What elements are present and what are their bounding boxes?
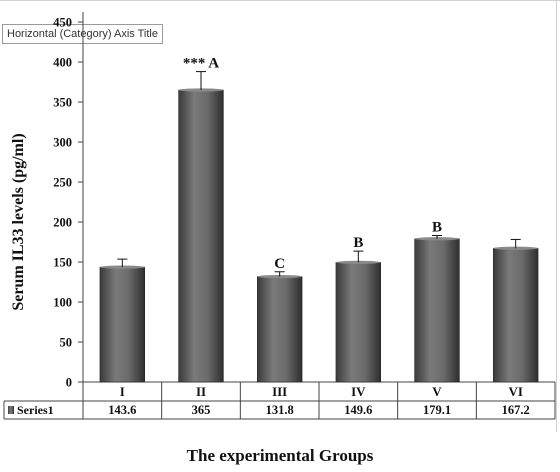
- significance-label: B: [432, 220, 442, 236]
- data-table-value: 131.8: [266, 403, 294, 417]
- x-category-label[interactable]: IV: [351, 384, 366, 399]
- y-tick-label[interactable]: 250: [53, 176, 72, 190]
- data-table-value: 365: [192, 403, 211, 417]
- significance-label: C: [274, 256, 285, 272]
- y-tick-label[interactable]: 200: [53, 216, 72, 230]
- x-category-label[interactable]: V: [432, 384, 442, 399]
- y-tick-label[interactable]: 350: [53, 96, 72, 110]
- bar[interactable]: [414, 238, 460, 383]
- legend-label[interactable]: Series1: [17, 403, 54, 417]
- x-axis-title[interactable]: The experimental Groups: [186, 446, 374, 465]
- x-category-label[interactable]: I: [120, 384, 125, 399]
- data-table-value: 149.6: [344, 403, 372, 417]
- x-category-label[interactable]: VI: [508, 384, 522, 399]
- data-table-value: 167.2: [502, 403, 530, 417]
- y-tick-label[interactable]: 0: [66, 376, 72, 390]
- y-tick-label[interactable]: 50: [60, 336, 73, 350]
- y-tick-label[interactable]: 400: [53, 56, 72, 70]
- bar[interactable]: [335, 262, 382, 383]
- y-tick-label[interactable]: 450: [53, 16, 72, 30]
- bar[interactable]: [256, 276, 303, 383]
- bar[interactable]: [178, 89, 224, 383]
- y-tick-label[interactable]: 150: [53, 256, 72, 270]
- significance-label: B: [353, 235, 363, 251]
- data-table-value: 179.1: [423, 403, 451, 417]
- y-tick-label[interactable]: 100: [53, 296, 72, 310]
- bar[interactable]: [492, 247, 539, 383]
- x-category-label[interactable]: III: [272, 384, 287, 399]
- significance-label: *** A: [183, 56, 219, 72]
- bar[interactable]: [99, 266, 146, 383]
- data-table-value: 143.6: [108, 403, 136, 417]
- legend-swatch: [8, 406, 14, 414]
- x-category-label[interactable]: II: [196, 384, 206, 399]
- y-tick-label[interactable]: 300: [53, 136, 72, 150]
